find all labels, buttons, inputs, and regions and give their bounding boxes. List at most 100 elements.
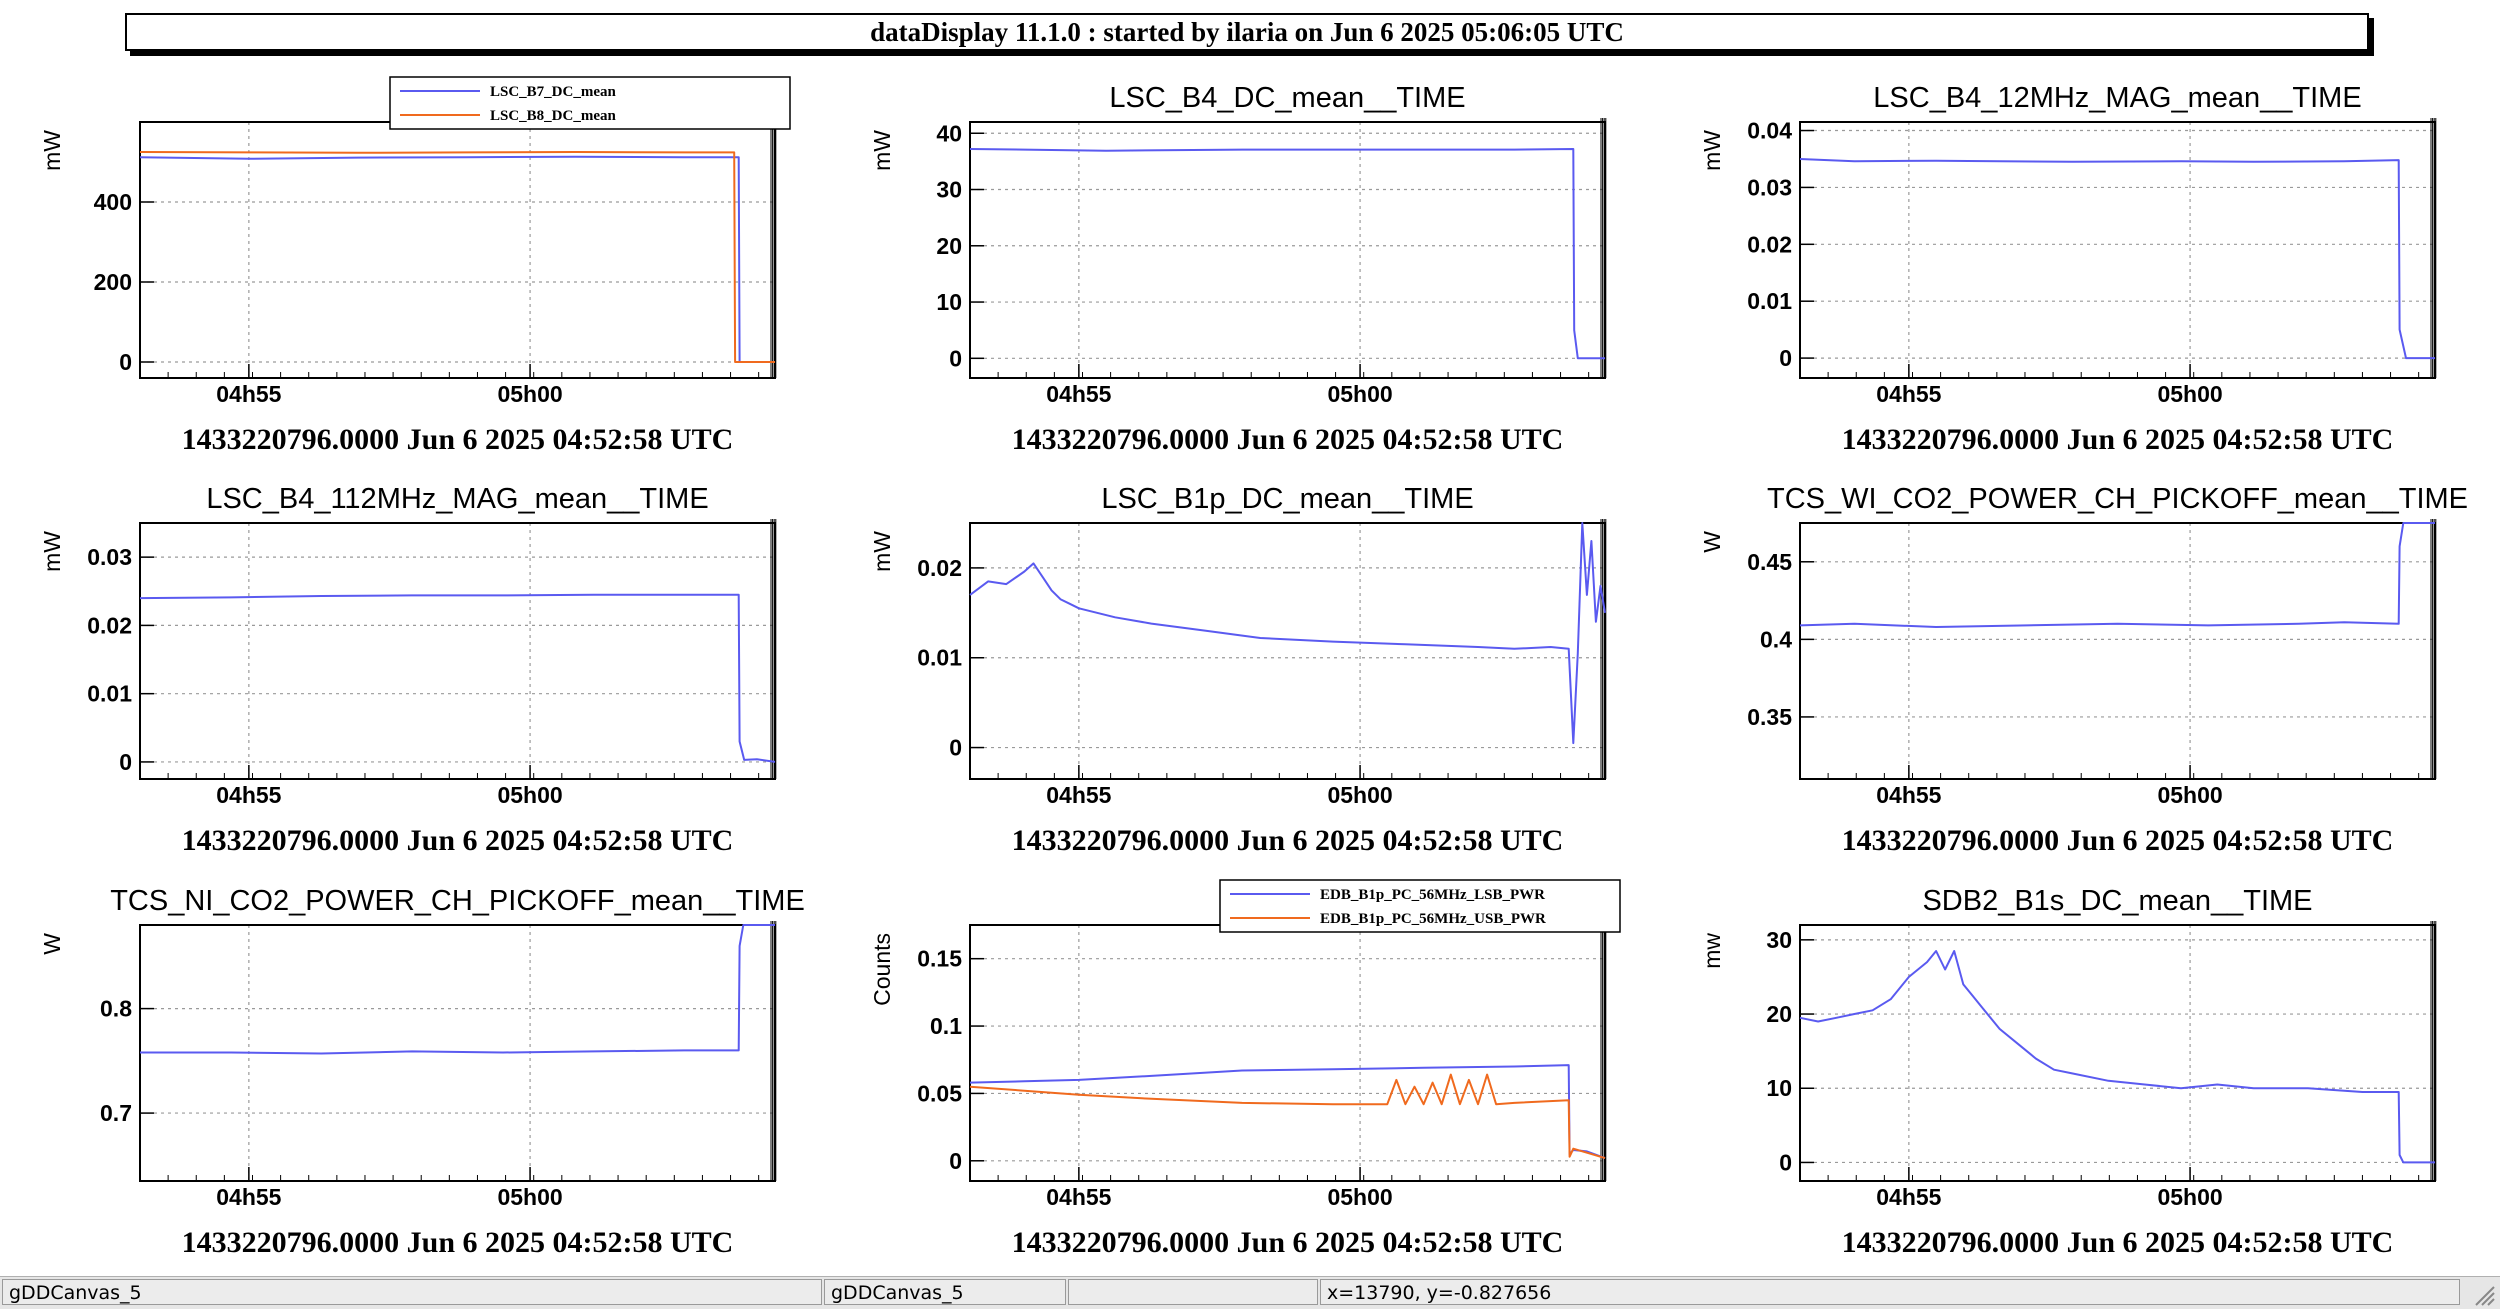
series-line-blue bbox=[140, 924, 775, 1055]
y-tick-label: 30 bbox=[936, 177, 962, 203]
chart-9: 04h55 05h00 0 10 20 30 SDB2_B1s_DC_mean__TIMEm… bbox=[1699, 885, 2437, 1259]
chart-1: 04h55 05h00 0 200 400 mW 1433220796.0000 Jun 6… bbox=[39, 76, 791, 456]
plot-frame bbox=[969, 522, 1606, 780]
y-tick-label: 0.02 bbox=[87, 612, 132, 638]
plot-frame bbox=[1799, 522, 2436, 780]
series-line-blue bbox=[1799, 158, 2435, 360]
x-tick-label: 05h00 bbox=[1327, 1184, 1392, 1210]
x-tick-label: 05h00 bbox=[497, 1184, 562, 1210]
chart-3: 04h55 05h00 0 0.01 0.02 0.03 0.04 LSC_B4_12MHz_… bbox=[1699, 82, 2437, 456]
plot-area bbox=[140, 122, 775, 378]
y-tick-label: 0.01 bbox=[1747, 288, 1792, 314]
y-tick-label: 0 bbox=[949, 735, 962, 761]
y-tick-label: 0.05 bbox=[917, 1080, 962, 1106]
y-axis-label: W bbox=[39, 933, 65, 955]
chart-2: 04h55 05h00 0 10 20 30 40 LSC_B4_DC_mean__TIMEm… bbox=[869, 82, 1607, 456]
y-tick-label: 20 bbox=[1766, 1001, 1792, 1027]
x-tick-label: 04h55 bbox=[1046, 381, 1111, 407]
chart-title: LSC_B4_DC_mean__TIME bbox=[1109, 82, 1465, 114]
y-axis-label: mW bbox=[869, 130, 895, 171]
y-tick-label: 0 bbox=[949, 345, 962, 371]
footer-timestamp: 1433220796.0000 Jun 6 2025 04:52:58 UTC bbox=[1842, 824, 2394, 857]
series-line-blue bbox=[1799, 522, 2435, 628]
legend: LSC_B7_DC_mean LSC_B8_DC_mean bbox=[389, 76, 791, 130]
x-tick-label: 04h55 bbox=[216, 782, 281, 808]
status-object-name: gDDCanvas_5 bbox=[824, 1279, 1066, 1305]
x-tick-label: 04h55 bbox=[1046, 1184, 1111, 1210]
chart-title: LSC_B4_112MHz_MAG_mean__TIME bbox=[206, 483, 708, 515]
series-line-blue bbox=[1799, 950, 2435, 1164]
plot-frame bbox=[1799, 121, 2436, 379]
chart-4: 04h55 05h00 0 0.01 0.02 0.03 LSC_B4_112MHz_MAG… bbox=[39, 483, 777, 857]
legend-label: EDB_B1p_PC_56MHz_USB_PWR bbox=[1320, 911, 1546, 927]
y-tick-label: 0 bbox=[1779, 1149, 1792, 1175]
series-line-orange bbox=[139, 151, 775, 363]
x-tick-label: 05h00 bbox=[497, 782, 562, 808]
x-tick-label: 05h00 bbox=[2157, 381, 2222, 407]
footer-timestamp: 1433220796.0000 Jun 6 2025 04:52:58 UTC bbox=[182, 423, 734, 456]
y-tick-label: 0.7 bbox=[100, 1100, 132, 1126]
legend-label: LSC_B7_DC_mean bbox=[490, 84, 617, 100]
data-display-canvas[interactable]: dataDisplay 11.1.0 : started by ilaria o… bbox=[0, 0, 2500, 1270]
series-line-blue bbox=[139, 593, 776, 763]
series-line-blue bbox=[139, 155, 775, 363]
y-tick-label: 0.01 bbox=[87, 681, 132, 707]
y-tick-label: 0 bbox=[1779, 345, 1792, 371]
y-tick-label: 0.35 bbox=[1747, 704, 1792, 730]
y-tick-label: 0 bbox=[119, 349, 132, 375]
plot-area bbox=[1800, 122, 2435, 378]
y-axis-label: mW bbox=[869, 531, 895, 572]
chart-title: LSC_B1p_DC_mean__TIME bbox=[1101, 483, 1473, 515]
y-tick-label: 40 bbox=[936, 120, 962, 146]
plot-area bbox=[140, 523, 775, 779]
chart-7: 04h55 05h00 0.7 0.8 TCS_NI_CO2_POWER_CH_PICK… bbox=[39, 885, 805, 1259]
y-axis-label: mW bbox=[39, 130, 65, 171]
status-event bbox=[1068, 1279, 1318, 1305]
footer-timestamp: 1433220796.0000 Jun 6 2025 04:52:58 UTC bbox=[182, 1226, 734, 1259]
window-title: dataDisplay 11.1.0 : started by ilaria o… bbox=[125, 13, 2369, 51]
footer-timestamp: 1433220796.0000 Jun 6 2025 04:52:58 UTC bbox=[1012, 824, 1564, 857]
y-tick-label: 0 bbox=[119, 749, 132, 775]
y-tick-label: 0.02 bbox=[1747, 231, 1792, 257]
plot-area bbox=[1800, 925, 2435, 1181]
footer-timestamp: 1433220796.0000 Jun 6 2025 04:52:58 UTC bbox=[1012, 423, 1564, 456]
plot-area bbox=[1800, 523, 2435, 779]
status-canvas-name: gDDCanvas_5 bbox=[2, 1279, 822, 1305]
footer-timestamp: 1433220796.0000 Jun 6 2025 04:52:58 UTC bbox=[182, 824, 734, 857]
y-axis-label: Counts bbox=[869, 933, 895, 1006]
legend: EDB_B1p_PC_56MHz_LSB_PWR EDB_B1p_PC_56MHz… bbox=[1219, 879, 1621, 933]
y-axis-label: mW bbox=[39, 531, 65, 572]
resize-grip-icon[interactable] bbox=[2470, 1281, 2496, 1307]
footer-timestamp: 1433220796.0000 Jun 6 2025 04:52:58 UTC bbox=[1842, 423, 2394, 456]
status-bar: gDDCanvas_5 gDDCanvas_5 x=13790, y=-0.82… bbox=[0, 1276, 2500, 1309]
y-axis-label: mw bbox=[1699, 933, 1725, 969]
y-tick-label: 0.03 bbox=[1747, 174, 1792, 200]
y-tick-label: 10 bbox=[936, 289, 962, 315]
plot-frame bbox=[1799, 924, 2436, 1182]
x-tick-label: 04h55 bbox=[1876, 1184, 1941, 1210]
plot-frame bbox=[139, 522, 776, 780]
x-tick-label: 04h55 bbox=[216, 1184, 281, 1210]
x-tick-label: 05h00 bbox=[497, 381, 562, 407]
y-tick-label: 0.1 bbox=[930, 1013, 962, 1039]
footer-timestamp: 1433220796.0000 Jun 6 2025 04:52:58 UTC bbox=[1012, 1226, 1564, 1259]
y-tick-label: 0.15 bbox=[917, 946, 962, 972]
chart-6: 04h55 05h00 0.35 0.4 0.45 TCS_WI_CO2_POWER_CH… bbox=[1699, 483, 2468, 857]
y-tick-label: 10 bbox=[1766, 1075, 1792, 1101]
status-coordinates: x=13790, y=-0.827656 bbox=[1320, 1279, 2460, 1305]
plot-area bbox=[970, 523, 1605, 779]
plot-area bbox=[970, 122, 1605, 378]
series-line-orange bbox=[969, 1073, 1606, 1160]
y-tick-label: 0.01 bbox=[917, 645, 962, 671]
y-tick-label: 0.8 bbox=[100, 996, 132, 1022]
footer-timestamp: 1433220796.0000 Jun 6 2025 04:52:58 UTC bbox=[1842, 1226, 2394, 1259]
x-tick-label: 05h00 bbox=[2157, 782, 2222, 808]
y-tick-label: 200 bbox=[94, 269, 132, 295]
chart-title: LSC_B4_12MHz_MAG_mean__TIME bbox=[1873, 82, 2361, 114]
x-tick-label: 05h00 bbox=[2157, 1184, 2222, 1210]
legend-label: LSC_B8_DC_mean bbox=[490, 108, 617, 124]
plot-frame bbox=[969, 121, 1606, 379]
chart-title: SDB2_B1s_DC_mean__TIME bbox=[1922, 885, 2312, 917]
y-tick-label: 0.03 bbox=[87, 544, 132, 570]
y-tick-label: 0.4 bbox=[1760, 626, 1792, 652]
